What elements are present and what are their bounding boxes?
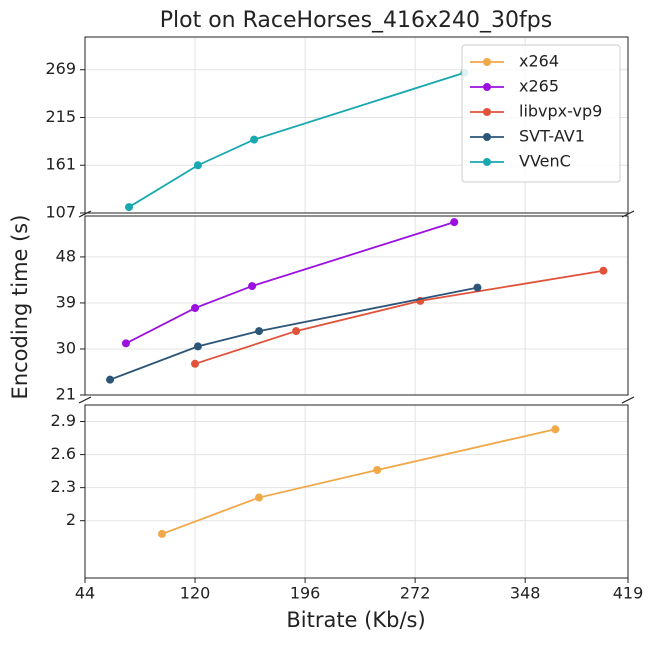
y-tick-label: 269	[45, 59, 76, 78]
x-tick-label: 44	[75, 584, 95, 603]
y-tick-label: 2	[66, 510, 76, 529]
legend-marker	[483, 108, 491, 116]
y-tick-label: 2.3	[51, 477, 76, 496]
point	[450, 218, 459, 227]
series-line	[161, 428, 556, 535]
point	[255, 327, 264, 336]
y-tick-label: 48	[56, 246, 76, 265]
x-axis-label: Bitrate (Kb/s)	[286, 608, 425, 632]
x-tick-label: 272	[400, 584, 431, 603]
series-line	[194, 269, 604, 365]
series-line	[109, 286, 478, 381]
legend-box	[461, 44, 621, 183]
y-tick-label: 30	[56, 338, 76, 357]
x-tick-label: 196	[290, 584, 321, 603]
legend-label: libvpx-vp9	[519, 102, 602, 121]
y-tick-label: 39	[56, 292, 76, 311]
point	[158, 529, 167, 538]
legend-marker	[483, 133, 491, 141]
panel-frame	[84, 215, 629, 396]
point	[121, 339, 130, 348]
y-tick-label: 21	[56, 385, 76, 404]
y-tick-label: 215	[45, 107, 76, 126]
point	[193, 342, 202, 351]
legend-label: SVT-AV1	[519, 127, 585, 146]
legend-label: x264	[519, 52, 559, 71]
legend-marker	[483, 158, 491, 166]
point	[255, 493, 264, 502]
chart-title: Plot on RaceHorses_416x240_30fps	[160, 8, 552, 33]
point	[193, 161, 202, 170]
point	[473, 283, 482, 292]
point	[250, 135, 259, 144]
point	[248, 282, 257, 291]
legend-label: x265	[519, 77, 559, 96]
legend-marker	[483, 83, 491, 91]
legend: x264 x265 libvpx-vp9 SVT-AV1 VVenC	[461, 44, 621, 183]
point	[125, 203, 134, 212]
x-tick-label: 348	[510, 584, 541, 603]
legend-label: VVenC	[519, 152, 571, 171]
legend-marker	[483, 58, 491, 66]
y-tick-label: 2.9	[51, 411, 76, 430]
panel-frame	[84, 404, 629, 579]
series-line	[128, 71, 465, 208]
x-tick-label: 419	[613, 584, 644, 603]
y-axis-label: Encoding time (s)	[8, 215, 32, 400]
point	[373, 466, 382, 475]
point	[191, 304, 200, 313]
x-tick-label: 120	[180, 584, 211, 603]
point	[191, 359, 200, 368]
point	[292, 327, 301, 336]
panel-frame	[84, 36, 629, 214]
y-tick-label: 107	[45, 203, 76, 222]
y-tick-label: 161	[45, 155, 76, 174]
point	[106, 375, 115, 384]
point	[551, 425, 560, 434]
axis-breaks	[78, 210, 635, 404]
y-tick-label: 2.6	[51, 444, 76, 463]
series-line	[125, 221, 455, 345]
point	[599, 266, 608, 275]
